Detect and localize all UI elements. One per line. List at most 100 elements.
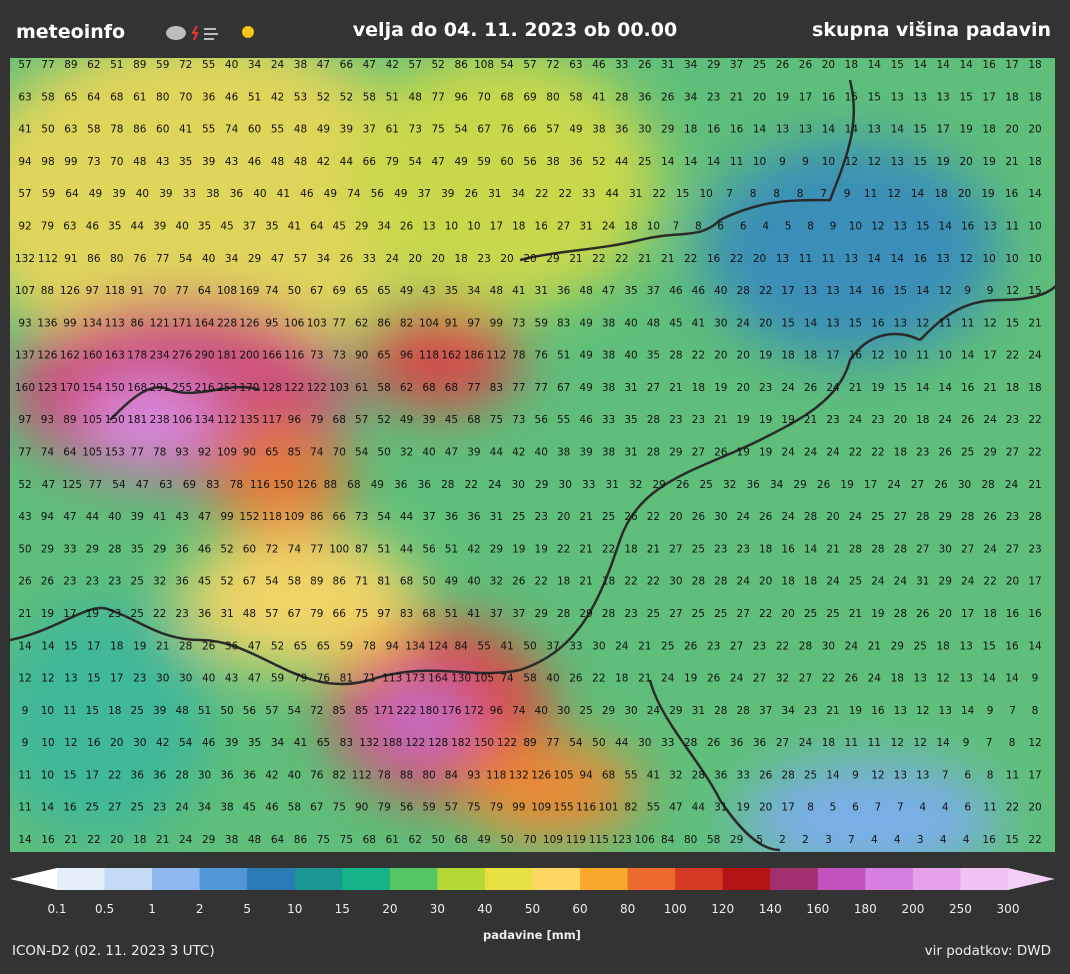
grid-value: 42 bbox=[271, 91, 284, 103]
grid-value: 41 bbox=[294, 737, 307, 749]
grid-value: 86 bbox=[377, 317, 391, 329]
grid-value: 50 bbox=[422, 576, 435, 588]
grid-value: 10 bbox=[822, 156, 835, 168]
grid-value: 130 bbox=[451, 673, 471, 685]
grid-value: 73 bbox=[355, 511, 368, 523]
grid-value: 23 bbox=[153, 802, 166, 814]
grid-value: 89 bbox=[523, 737, 536, 749]
grid-value: 116 bbox=[576, 802, 596, 814]
data-source: vir podatkov: DWD bbox=[925, 943, 1051, 959]
colorbar-tick-label: 100 bbox=[664, 902, 687, 916]
grid-value: 26 bbox=[817, 479, 831, 491]
grid-value: 11 bbox=[18, 802, 31, 814]
grid-value: 20 bbox=[737, 350, 750, 362]
grid-value: 86 bbox=[87, 253, 101, 265]
grid-value: 40 bbox=[624, 350, 637, 362]
grid-value: 10 bbox=[1028, 253, 1041, 265]
grid-value: 54 bbox=[377, 511, 391, 523]
grid-value: 16 bbox=[849, 350, 863, 362]
grid-value: 59 bbox=[477, 156, 490, 168]
grid-value: 253 bbox=[217, 382, 237, 394]
grid-value: 13 bbox=[868, 124, 881, 136]
grid-value: 100 bbox=[329, 543, 349, 555]
grid-value: 23 bbox=[707, 91, 720, 103]
grid-value: 38 bbox=[557, 447, 570, 459]
colorbar-tick-label: 60 bbox=[572, 902, 587, 916]
grid-value: 35 bbox=[624, 414, 637, 426]
grid-value: 14 bbox=[849, 285, 863, 297]
grid-value: 18 bbox=[1028, 91, 1041, 103]
grid-value: 84 bbox=[445, 769, 459, 781]
grid-value: 75 bbox=[333, 802, 346, 814]
grid-value: 10 bbox=[1028, 220, 1041, 232]
grid-value: 27 bbox=[911, 479, 924, 491]
grid-value: 118 bbox=[486, 769, 506, 781]
grid-value: 6 bbox=[964, 769, 971, 781]
grid-value: 23 bbox=[707, 640, 720, 652]
grid-value: 44 bbox=[340, 156, 354, 168]
grid-value: 83 bbox=[400, 608, 413, 620]
grid-value: 126 bbox=[297, 479, 317, 491]
grid-value: 21 bbox=[868, 640, 881, 652]
grid-value: 22 bbox=[465, 479, 478, 491]
colorbar-tick-label: 80 bbox=[620, 902, 635, 916]
grid-value: 35 bbox=[248, 737, 261, 749]
grid-value: 9 bbox=[22, 737, 29, 749]
grid-value: 21 bbox=[579, 576, 592, 588]
colorbar-segment bbox=[770, 868, 819, 890]
grid-value: 12 bbox=[939, 285, 952, 297]
grid-value: 37 bbox=[759, 705, 772, 717]
grid-value: 222 bbox=[397, 705, 417, 717]
grid-value: 150 bbox=[105, 414, 125, 426]
grid-value: 57 bbox=[445, 802, 458, 814]
grid-value: 22 bbox=[983, 576, 996, 588]
grid-value: 7 bbox=[875, 802, 882, 814]
grid-value: 23 bbox=[108, 608, 121, 620]
grid-value: 65 bbox=[317, 737, 330, 749]
grid-value: 19 bbox=[737, 447, 750, 459]
grid-value: 19 bbox=[849, 705, 862, 717]
grid-value: 9 bbox=[987, 705, 994, 717]
grid-value: 216 bbox=[195, 382, 215, 394]
grid-value: 61 bbox=[386, 834, 399, 846]
colorbar-segment bbox=[57, 868, 106, 890]
grid-value: 31 bbox=[488, 188, 501, 200]
grid-value: 68 bbox=[445, 382, 458, 394]
grid-value: 16 bbox=[1028, 608, 1042, 620]
grid-value: 170 bbox=[60, 382, 80, 394]
grid-value: 186 bbox=[464, 350, 484, 362]
grid-value: 99 bbox=[220, 511, 233, 523]
grid-value: 56 bbox=[371, 188, 385, 200]
colorbar-segment bbox=[342, 868, 391, 890]
grid-value: 15 bbox=[63, 769, 76, 781]
grid-value: 33 bbox=[63, 543, 76, 555]
grid-value: 83 bbox=[340, 737, 353, 749]
grid-value: 41 bbox=[512, 285, 525, 297]
grid-value: 18 bbox=[781, 576, 794, 588]
grid-value: 8 bbox=[807, 802, 814, 814]
grid-value: 126 bbox=[60, 285, 80, 297]
grid-value: 73 bbox=[409, 124, 422, 136]
grid-value: 106 bbox=[172, 414, 192, 426]
grid-value: 26 bbox=[845, 673, 859, 685]
valid-time: velja do 04. 11. 2023 ob 00.00 bbox=[353, 19, 677, 41]
grid-value: 21 bbox=[669, 382, 682, 394]
grid-value: 27 bbox=[1006, 447, 1019, 459]
grid-value: 23 bbox=[871, 414, 884, 426]
grid-value: 21 bbox=[849, 608, 862, 620]
grid-value: 19 bbox=[871, 382, 884, 394]
grid-value: 14 bbox=[822, 124, 836, 136]
grid-value: 78 bbox=[110, 124, 123, 136]
grid-value: 31 bbox=[661, 59, 674, 71]
grid-value: 19 bbox=[981, 188, 994, 200]
grid-value: 12 bbox=[959, 253, 972, 265]
logo[interactable]: meteoinfo bbox=[16, 21, 125, 43]
grid-value: 13 bbox=[894, 705, 907, 717]
grid-value: 21 bbox=[638, 640, 651, 652]
grid-value: 22 bbox=[87, 834, 100, 846]
grid-value: 20 bbox=[1005, 124, 1018, 136]
grid-value: 7 bbox=[942, 769, 949, 781]
grid-value: 28 bbox=[441, 479, 454, 491]
grid-value: 40 bbox=[546, 673, 559, 685]
grid-value: 20 bbox=[958, 188, 971, 200]
